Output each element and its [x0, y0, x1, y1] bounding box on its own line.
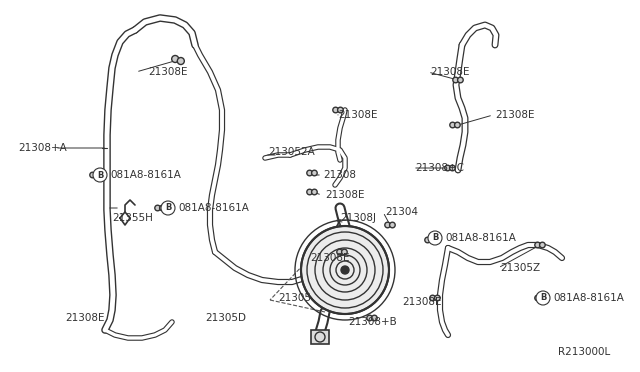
Circle shape: [367, 315, 372, 321]
Text: 21355H: 21355H: [112, 213, 153, 223]
Circle shape: [90, 172, 95, 178]
Circle shape: [536, 291, 550, 305]
Circle shape: [425, 237, 431, 243]
Text: B: B: [97, 170, 103, 180]
Circle shape: [540, 295, 545, 301]
Circle shape: [312, 170, 317, 176]
Text: 21308E: 21308E: [402, 297, 442, 307]
Circle shape: [390, 222, 396, 228]
Text: 21305Z: 21305Z: [500, 263, 540, 273]
Text: B: B: [432, 234, 438, 243]
Circle shape: [161, 201, 175, 215]
Circle shape: [93, 168, 107, 182]
Circle shape: [449, 165, 455, 171]
Circle shape: [454, 122, 460, 128]
Text: 081A8-8161A: 081A8-8161A: [553, 293, 624, 303]
Circle shape: [535, 242, 540, 248]
Circle shape: [177, 58, 184, 64]
Text: 21308E: 21308E: [338, 110, 378, 120]
Circle shape: [342, 249, 347, 255]
Text: 21308+C: 21308+C: [415, 163, 464, 173]
Circle shape: [307, 189, 312, 195]
Text: 081A8-8161A: 081A8-8161A: [445, 233, 516, 243]
Circle shape: [453, 77, 458, 83]
Circle shape: [450, 122, 456, 128]
Text: 21304: 21304: [385, 207, 418, 217]
Circle shape: [337, 249, 342, 255]
Circle shape: [540, 242, 545, 248]
Text: 21308E: 21308E: [430, 67, 470, 77]
Text: 21308+A: 21308+A: [18, 143, 67, 153]
Circle shape: [172, 55, 179, 62]
Text: B: B: [540, 294, 546, 302]
Text: B: B: [165, 203, 171, 212]
Text: R213000L: R213000L: [558, 347, 611, 357]
Circle shape: [155, 205, 161, 211]
Circle shape: [341, 266, 349, 274]
Text: 21308E: 21308E: [495, 110, 534, 120]
FancyBboxPatch shape: [311, 330, 329, 344]
Text: 21305: 21305: [278, 293, 311, 303]
Circle shape: [430, 295, 435, 301]
Text: 081A8-8161A: 081A8-8161A: [110, 170, 181, 180]
Circle shape: [429, 237, 435, 243]
Circle shape: [372, 315, 377, 321]
Circle shape: [333, 107, 339, 113]
Text: 21308E: 21308E: [65, 313, 104, 323]
Circle shape: [312, 189, 317, 195]
Text: 21308: 21308: [323, 170, 356, 180]
Circle shape: [338, 107, 343, 113]
Text: 21308E: 21308E: [325, 190, 365, 200]
Ellipse shape: [301, 226, 389, 314]
Circle shape: [535, 295, 540, 301]
Circle shape: [435, 295, 440, 301]
Circle shape: [307, 170, 312, 176]
Text: 21308E: 21308E: [148, 67, 188, 77]
Text: 081A8-8161A: 081A8-8161A: [178, 203, 249, 213]
Circle shape: [428, 231, 442, 245]
Circle shape: [445, 165, 451, 171]
Text: 21308J: 21308J: [340, 213, 376, 223]
Text: 21305D: 21305D: [205, 313, 246, 323]
Text: 21308E: 21308E: [310, 253, 349, 263]
Circle shape: [385, 222, 390, 228]
Circle shape: [159, 205, 165, 211]
Text: 21308+B: 21308+B: [348, 317, 397, 327]
Circle shape: [95, 172, 100, 178]
Text: 213052A: 213052A: [268, 147, 315, 157]
Circle shape: [458, 77, 463, 83]
